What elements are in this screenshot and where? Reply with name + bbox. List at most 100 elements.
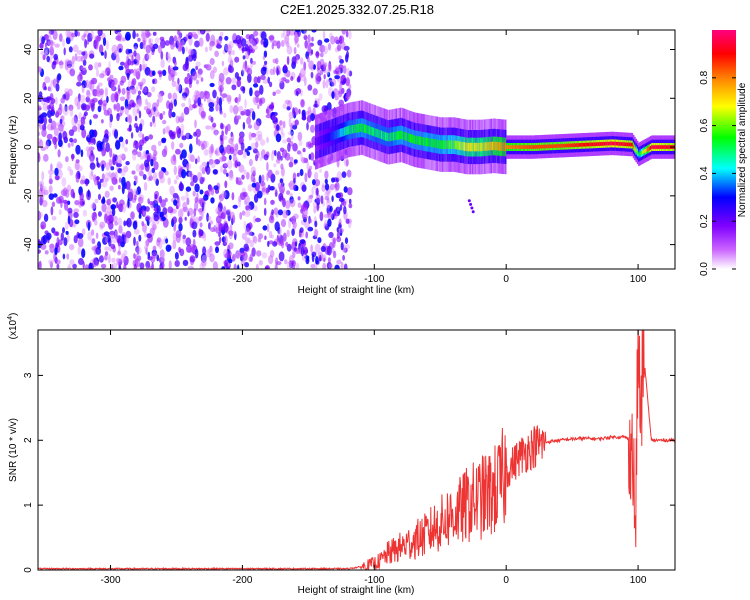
noise-speckle <box>141 133 145 143</box>
noise-speckle <box>338 197 345 202</box>
ridge-band <box>440 140 442 149</box>
noise-speckle <box>90 137 94 145</box>
noise-speckle <box>270 199 275 205</box>
noise-speckle <box>158 170 164 180</box>
noise-speckle <box>126 217 132 228</box>
noise-speckle <box>77 93 81 102</box>
noise-speckle <box>111 44 118 54</box>
noise-speckle <box>226 94 232 103</box>
noise-speckle <box>49 46 54 56</box>
noise-speckle <box>80 55 84 62</box>
noise-speckle <box>348 84 352 89</box>
noise-speckle <box>252 148 258 154</box>
noise-speckle <box>172 216 177 224</box>
ridge-band <box>569 143 572 148</box>
noise-speckle <box>81 228 86 236</box>
noise-speckle <box>277 209 283 216</box>
bottom-x-axis-label: Height of straight line (km) <box>298 585 415 596</box>
noise-speckle <box>64 58 71 65</box>
noise-speckle <box>285 241 289 247</box>
top-y-axis-label: Frequency (Hz) <box>8 116 19 185</box>
ridge-band <box>527 145 529 149</box>
snr-frame <box>37 329 676 571</box>
ridge-band <box>605 141 607 146</box>
noise-speckle <box>100 51 104 56</box>
noise-speckle <box>245 171 250 180</box>
ridge-band <box>387 133 390 142</box>
noise-speckle <box>101 173 105 181</box>
noise-speckle <box>252 96 258 104</box>
ridge-band <box>471 142 474 152</box>
noise-speckle <box>84 104 90 111</box>
noise-speckle <box>81 128 87 139</box>
ridge-band <box>328 133 330 142</box>
noise-speckle <box>227 159 233 170</box>
noise-speckle <box>198 216 202 222</box>
noise-speckle <box>160 199 167 208</box>
noise-speckle <box>314 179 321 187</box>
noise-speckle <box>292 124 298 130</box>
top-y-tick-label: -40 <box>23 237 34 252</box>
ridge-band <box>396 131 399 140</box>
noise-speckle <box>41 128 47 138</box>
noise-speckle <box>178 116 185 123</box>
noise-speckle <box>40 180 44 190</box>
noise-speckle <box>298 108 301 115</box>
noise-speckle <box>88 64 93 71</box>
noise-speckle <box>197 73 202 79</box>
noise-speckle <box>279 80 285 90</box>
noise-speckle <box>281 149 288 159</box>
noise-speckle <box>310 124 315 133</box>
noise-speckle <box>128 114 132 125</box>
noise-speckle <box>147 170 153 176</box>
noise-speckle <box>60 97 65 104</box>
ridge-band <box>450 140 453 149</box>
noise-speckle <box>172 239 177 250</box>
noise-speckle <box>338 64 344 70</box>
noise-speckle <box>185 77 190 85</box>
noise-speckle <box>94 36 98 46</box>
ridge-band <box>436 139 438 149</box>
noise-speckle <box>92 202 95 210</box>
noise-speckle <box>256 130 263 137</box>
noise-speckle <box>288 180 295 191</box>
noise-speckle <box>44 49 48 58</box>
ridge-band <box>577 143 579 147</box>
ridge-band <box>617 141 619 146</box>
noise-speckle <box>271 151 274 161</box>
noise-speckle <box>324 196 330 201</box>
ridge-band <box>632 144 635 149</box>
noise-speckle <box>257 134 263 141</box>
noise-speckle <box>47 40 54 46</box>
ridge-band <box>649 146 652 150</box>
noise-speckle <box>56 236 60 245</box>
colorbar-tick-label: 0.8 <box>699 70 710 84</box>
bottom-x-tick-label: -300 <box>101 575 121 586</box>
ridge-band <box>483 142 486 151</box>
ridge-band <box>634 146 636 151</box>
noise-speckle <box>249 108 254 113</box>
noise-speckle <box>100 263 107 269</box>
noise-speckle <box>280 32 285 38</box>
noise-speckle <box>81 118 85 125</box>
noise-speckle <box>44 42 48 48</box>
noise-speckle <box>80 122 84 131</box>
ridge-band <box>647 147 649 152</box>
noise-speckle <box>231 84 237 91</box>
noise-speckle <box>258 260 263 266</box>
noise-speckle <box>113 129 119 139</box>
noise-speckle <box>40 221 47 230</box>
ridge-band <box>380 130 383 140</box>
noise-speckle <box>244 237 251 244</box>
noise-speckle <box>188 48 194 56</box>
ridge-band <box>540 144 543 149</box>
noise-speckle <box>219 86 223 97</box>
noise-speckle <box>38 249 41 254</box>
ridge-band <box>557 144 560 148</box>
noise-speckle <box>251 60 256 65</box>
noise-speckle <box>74 30 78 37</box>
noise-speckle <box>286 56 290 65</box>
noise-speckle <box>162 119 167 125</box>
noise-speckle <box>158 241 163 250</box>
ridge-band <box>392 132 395 141</box>
